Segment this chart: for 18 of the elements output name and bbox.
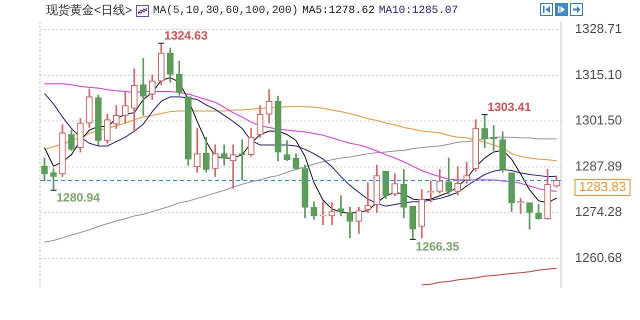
y-tick-label: 1260.68 [575, 250, 622, 265]
y-tick-label: 1328.71 [575, 21, 622, 36]
text: 1303.41 [488, 100, 532, 114]
candlestick [284, 140, 290, 162]
y-tick-label: 1315.10 [575, 66, 622, 82]
y-tick-label: 1274.28 [575, 204, 622, 220]
ref-line-label: 1283.83 [579, 179, 626, 194]
candlestick [328, 202, 336, 226]
text: 1266.35 [416, 240, 460, 254]
text: 1280.94 [56, 190, 100, 205]
text: MA5:1278.62 [302, 4, 375, 16]
chart-title: 现货黄金<日线> [46, 2, 132, 19]
text: MA10:1285.07 [378, 4, 458, 16]
y-tick-label: 1301.50 [575, 112, 622, 128]
candlestick [338, 195, 344, 216]
text: 1324.63 [164, 28, 208, 43]
y-tick-label: 1287.89 [575, 158, 622, 174]
text: MA(5,10,30,60,100,200) [153, 4, 298, 16]
